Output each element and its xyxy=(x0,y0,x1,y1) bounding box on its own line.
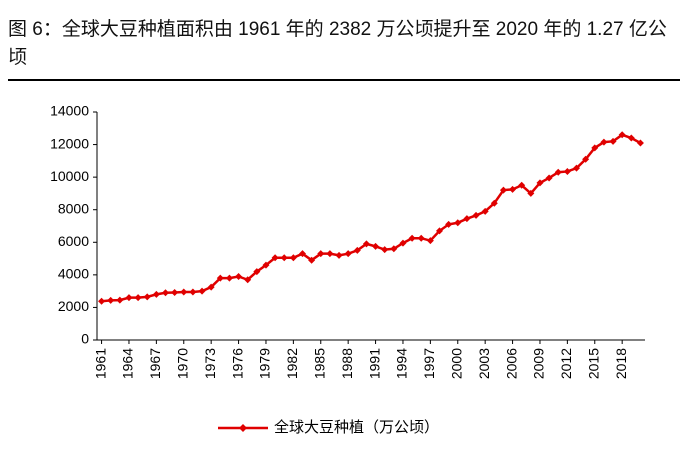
data-point xyxy=(262,261,270,269)
data-point xyxy=(518,181,526,189)
data-point xyxy=(271,254,279,262)
x-tick-label: 1991 xyxy=(366,348,382,379)
x-tick-label: 1997 xyxy=(421,348,437,379)
x-tick-label: 1967 xyxy=(147,348,163,379)
data-point xyxy=(563,167,571,175)
data-point xyxy=(253,268,261,276)
data-point xyxy=(244,276,252,284)
data-point xyxy=(527,189,535,197)
data-point xyxy=(152,290,160,298)
y-tick-label: 12000 xyxy=(50,135,89,151)
x-tick-label: 2006 xyxy=(503,348,519,379)
data-point xyxy=(198,287,206,295)
data-point xyxy=(445,220,453,228)
data-point xyxy=(225,274,233,282)
data-point xyxy=(362,240,370,248)
data-point xyxy=(134,294,142,302)
x-tick-label: 2015 xyxy=(585,348,601,379)
data-point xyxy=(116,296,124,304)
data-line xyxy=(101,133,642,303)
data-point xyxy=(162,289,169,297)
data-point xyxy=(591,144,599,152)
data-point xyxy=(189,288,197,296)
y-tick-label: 2000 xyxy=(58,298,89,314)
data-point xyxy=(299,250,306,258)
x-tick-label: 2009 xyxy=(531,348,547,379)
x-tick-label: 1982 xyxy=(284,348,300,379)
data-point xyxy=(98,297,106,305)
data-point xyxy=(536,179,544,187)
data-point xyxy=(280,254,288,262)
data-point xyxy=(353,246,361,254)
data-point xyxy=(509,185,517,193)
data-point xyxy=(436,227,443,235)
x-tick-label: 1970 xyxy=(174,348,190,379)
x-tick-label: 1994 xyxy=(394,348,410,379)
data-point xyxy=(463,215,471,223)
data-point xyxy=(481,207,489,215)
data-point xyxy=(171,288,179,296)
x-tick-label: 1964 xyxy=(120,348,136,379)
y-tick-label: 8000 xyxy=(58,200,89,216)
data-point xyxy=(180,288,188,296)
data-point xyxy=(600,138,608,146)
data-point xyxy=(636,139,644,147)
data-point xyxy=(408,234,416,242)
data-point xyxy=(335,251,343,259)
data-point xyxy=(107,296,115,304)
x-tick-label: 1961 xyxy=(92,348,108,379)
data-point xyxy=(143,293,151,301)
data-point xyxy=(618,131,626,139)
x-tick-label: 1976 xyxy=(229,348,245,379)
data-point xyxy=(317,250,325,258)
data-point xyxy=(499,186,507,194)
data-point xyxy=(326,250,334,258)
data-point xyxy=(235,272,243,280)
x-tick-label: 2012 xyxy=(558,348,574,379)
data-point xyxy=(399,239,407,247)
x-tick-label: 2003 xyxy=(476,348,492,379)
x-tick-label: 2018 xyxy=(613,348,629,379)
data-point xyxy=(417,234,425,242)
x-tick-label: 1985 xyxy=(311,348,327,379)
y-tick-label: 0 xyxy=(81,331,89,347)
y-tick-label: 6000 xyxy=(58,233,89,249)
data-point xyxy=(390,245,398,253)
x-tick-label: 1979 xyxy=(257,348,273,379)
title-rule xyxy=(8,79,680,81)
x-tick-label: 2000 xyxy=(448,348,464,379)
x-tick-label: 1973 xyxy=(202,348,218,379)
data-point xyxy=(216,274,224,282)
data-point xyxy=(125,294,133,302)
x-tick-label: 1988 xyxy=(339,348,355,379)
data-point xyxy=(582,155,590,163)
legend-label: 全球大豆种植（万公顷） xyxy=(274,418,439,436)
data-point xyxy=(372,242,380,250)
legend-marker xyxy=(239,424,247,432)
data-point xyxy=(426,237,434,245)
data-point xyxy=(490,199,498,207)
chart-title: 图 6：全球大豆种植面积由 1961 年的 2382 万公顷提升至 2020 年… xyxy=(8,19,667,68)
data-point xyxy=(609,137,617,145)
data-point xyxy=(207,283,215,291)
data-point xyxy=(289,254,297,262)
data-point xyxy=(454,219,462,227)
data-point xyxy=(308,256,316,264)
data-point xyxy=(573,164,580,172)
data-point xyxy=(381,246,389,254)
y-tick-label: 10000 xyxy=(50,168,89,184)
data-point xyxy=(545,174,553,182)
data-point xyxy=(554,168,562,176)
y-tick-label: 4000 xyxy=(58,266,89,282)
y-tick-label: 14000 xyxy=(50,103,89,119)
data-point xyxy=(627,134,635,142)
data-point xyxy=(472,211,480,219)
data-point xyxy=(344,250,352,258)
